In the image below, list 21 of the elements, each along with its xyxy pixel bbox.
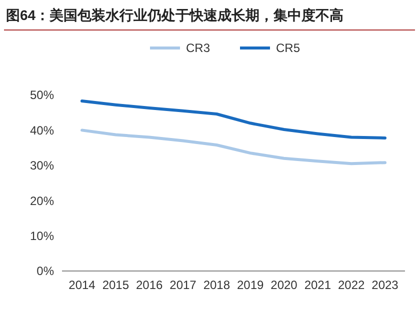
x-tick-label: 2021 bbox=[304, 278, 332, 292]
y-tick-label: 40% bbox=[30, 123, 54, 138]
y-tick-label: 0% bbox=[36, 264, 54, 278]
y-tick-label: 50% bbox=[30, 88, 54, 102]
y-tick-label: 30% bbox=[30, 158, 54, 173]
line-series bbox=[80, 128, 386, 166]
line-series bbox=[80, 99, 386, 140]
x-tick-label: 2023 bbox=[372, 278, 399, 292]
x-tick-label: 2016 bbox=[136, 278, 164, 292]
legend-label: CR5 bbox=[276, 41, 300, 56]
y-tick-label: 20% bbox=[30, 194, 54, 208]
legend-label: CR3 bbox=[186, 41, 210, 56]
x-tick-label: 2015 bbox=[102, 278, 130, 292]
x-tick-label: 2022 bbox=[338, 278, 366, 292]
x-tick-label: 2019 bbox=[236, 278, 264, 292]
y-tick-label: 10% bbox=[30, 229, 54, 243]
x-tick-label: 2017 bbox=[170, 278, 197, 292]
x-tick-label: 2018 bbox=[203, 278, 230, 292]
x-tick-label: 2014 bbox=[68, 278, 96, 292]
chart-title: 图64：美国包装水行业仍处于快速成长期，集中度不高 bbox=[6, 7, 344, 23]
x-tick-label: 2020 bbox=[270, 278, 298, 292]
